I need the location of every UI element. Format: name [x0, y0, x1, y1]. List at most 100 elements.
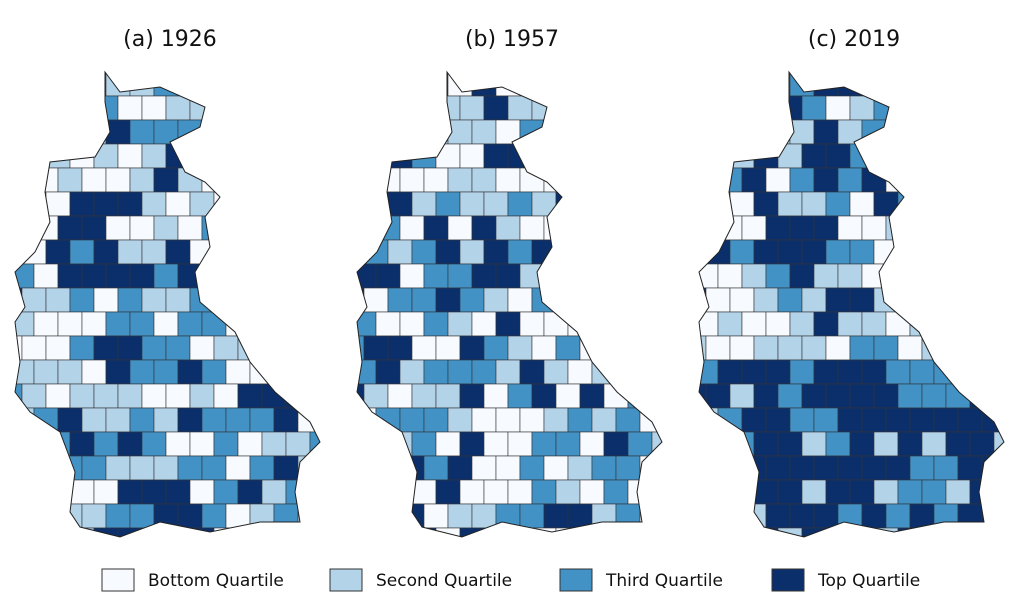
region — [579, 287, 605, 313]
region — [981, 167, 1004, 193]
region — [411, 431, 437, 457]
region — [285, 239, 311, 265]
region — [15, 215, 35, 241]
region — [261, 95, 287, 121]
region — [357, 239, 365, 265]
region — [705, 383, 731, 409]
region — [297, 503, 320, 529]
region — [322, 504, 346, 528]
region — [309, 335, 320, 361]
region — [45, 479, 71, 505]
region — [459, 95, 485, 121]
region — [741, 311, 767, 337]
region — [45, 527, 71, 537]
region — [885, 263, 911, 289]
region — [777, 191, 803, 217]
region — [21, 335, 47, 361]
map — [14, 70, 346, 538]
region — [189, 479, 215, 505]
region — [69, 95, 95, 121]
region — [363, 191, 389, 217]
region — [363, 335, 389, 361]
region — [885, 167, 911, 193]
region — [837, 167, 863, 193]
region — [153, 215, 179, 241]
region — [969, 95, 995, 121]
region — [543, 503, 569, 529]
legend-label: Bottom Quartile — [148, 571, 284, 591]
region — [375, 359, 401, 385]
region — [627, 143, 653, 169]
region — [921, 431, 947, 457]
region — [15, 359, 35, 385]
region — [471, 215, 497, 241]
region — [459, 287, 485, 313]
region — [423, 167, 449, 193]
region — [615, 311, 641, 337]
region — [729, 431, 755, 457]
region — [399, 407, 425, 433]
region — [357, 359, 377, 385]
region — [921, 143, 947, 169]
region — [664, 312, 688, 336]
region — [729, 527, 755, 537]
region — [15, 383, 23, 409]
region — [213, 527, 239, 537]
region — [249, 119, 275, 145]
region — [615, 167, 641, 193]
region — [627, 335, 653, 361]
region — [603, 239, 629, 265]
region — [933, 407, 959, 433]
region — [297, 167, 320, 193]
region — [897, 239, 923, 265]
region — [69, 527, 95, 537]
region — [705, 95, 731, 121]
region — [777, 287, 803, 313]
region — [801, 95, 827, 121]
region — [357, 431, 365, 457]
region — [153, 311, 179, 337]
region — [471, 455, 497, 481]
region — [699, 503, 719, 529]
region — [69, 191, 95, 217]
region — [357, 311, 377, 337]
region — [117, 143, 143, 169]
region — [249, 72, 275, 97]
region — [801, 479, 827, 505]
region — [69, 239, 95, 265]
region — [459, 527, 485, 537]
region — [567, 455, 593, 481]
region — [249, 455, 275, 481]
region — [567, 167, 593, 193]
region — [699, 479, 707, 505]
region — [777, 239, 803, 265]
region — [423, 503, 449, 529]
region — [15, 167, 35, 193]
region — [459, 431, 485, 457]
region — [993, 191, 1004, 217]
region — [165, 143, 191, 169]
region — [717, 455, 743, 481]
region — [615, 263, 641, 289]
region — [543, 455, 569, 481]
region — [651, 95, 662, 121]
region — [639, 263, 662, 289]
region — [117, 191, 143, 217]
region — [322, 360, 346, 384]
region — [543, 167, 569, 193]
region — [555, 95, 581, 121]
region — [837, 215, 863, 241]
region — [81, 167, 107, 193]
region — [225, 167, 251, 193]
region — [33, 311, 59, 337]
region — [957, 359, 983, 385]
region — [909, 215, 935, 241]
region — [969, 239, 995, 265]
region — [273, 72, 299, 97]
region — [153, 455, 179, 481]
region — [579, 527, 605, 537]
region — [825, 383, 851, 409]
region — [423, 455, 449, 481]
region — [603, 383, 629, 409]
region — [189, 383, 215, 409]
